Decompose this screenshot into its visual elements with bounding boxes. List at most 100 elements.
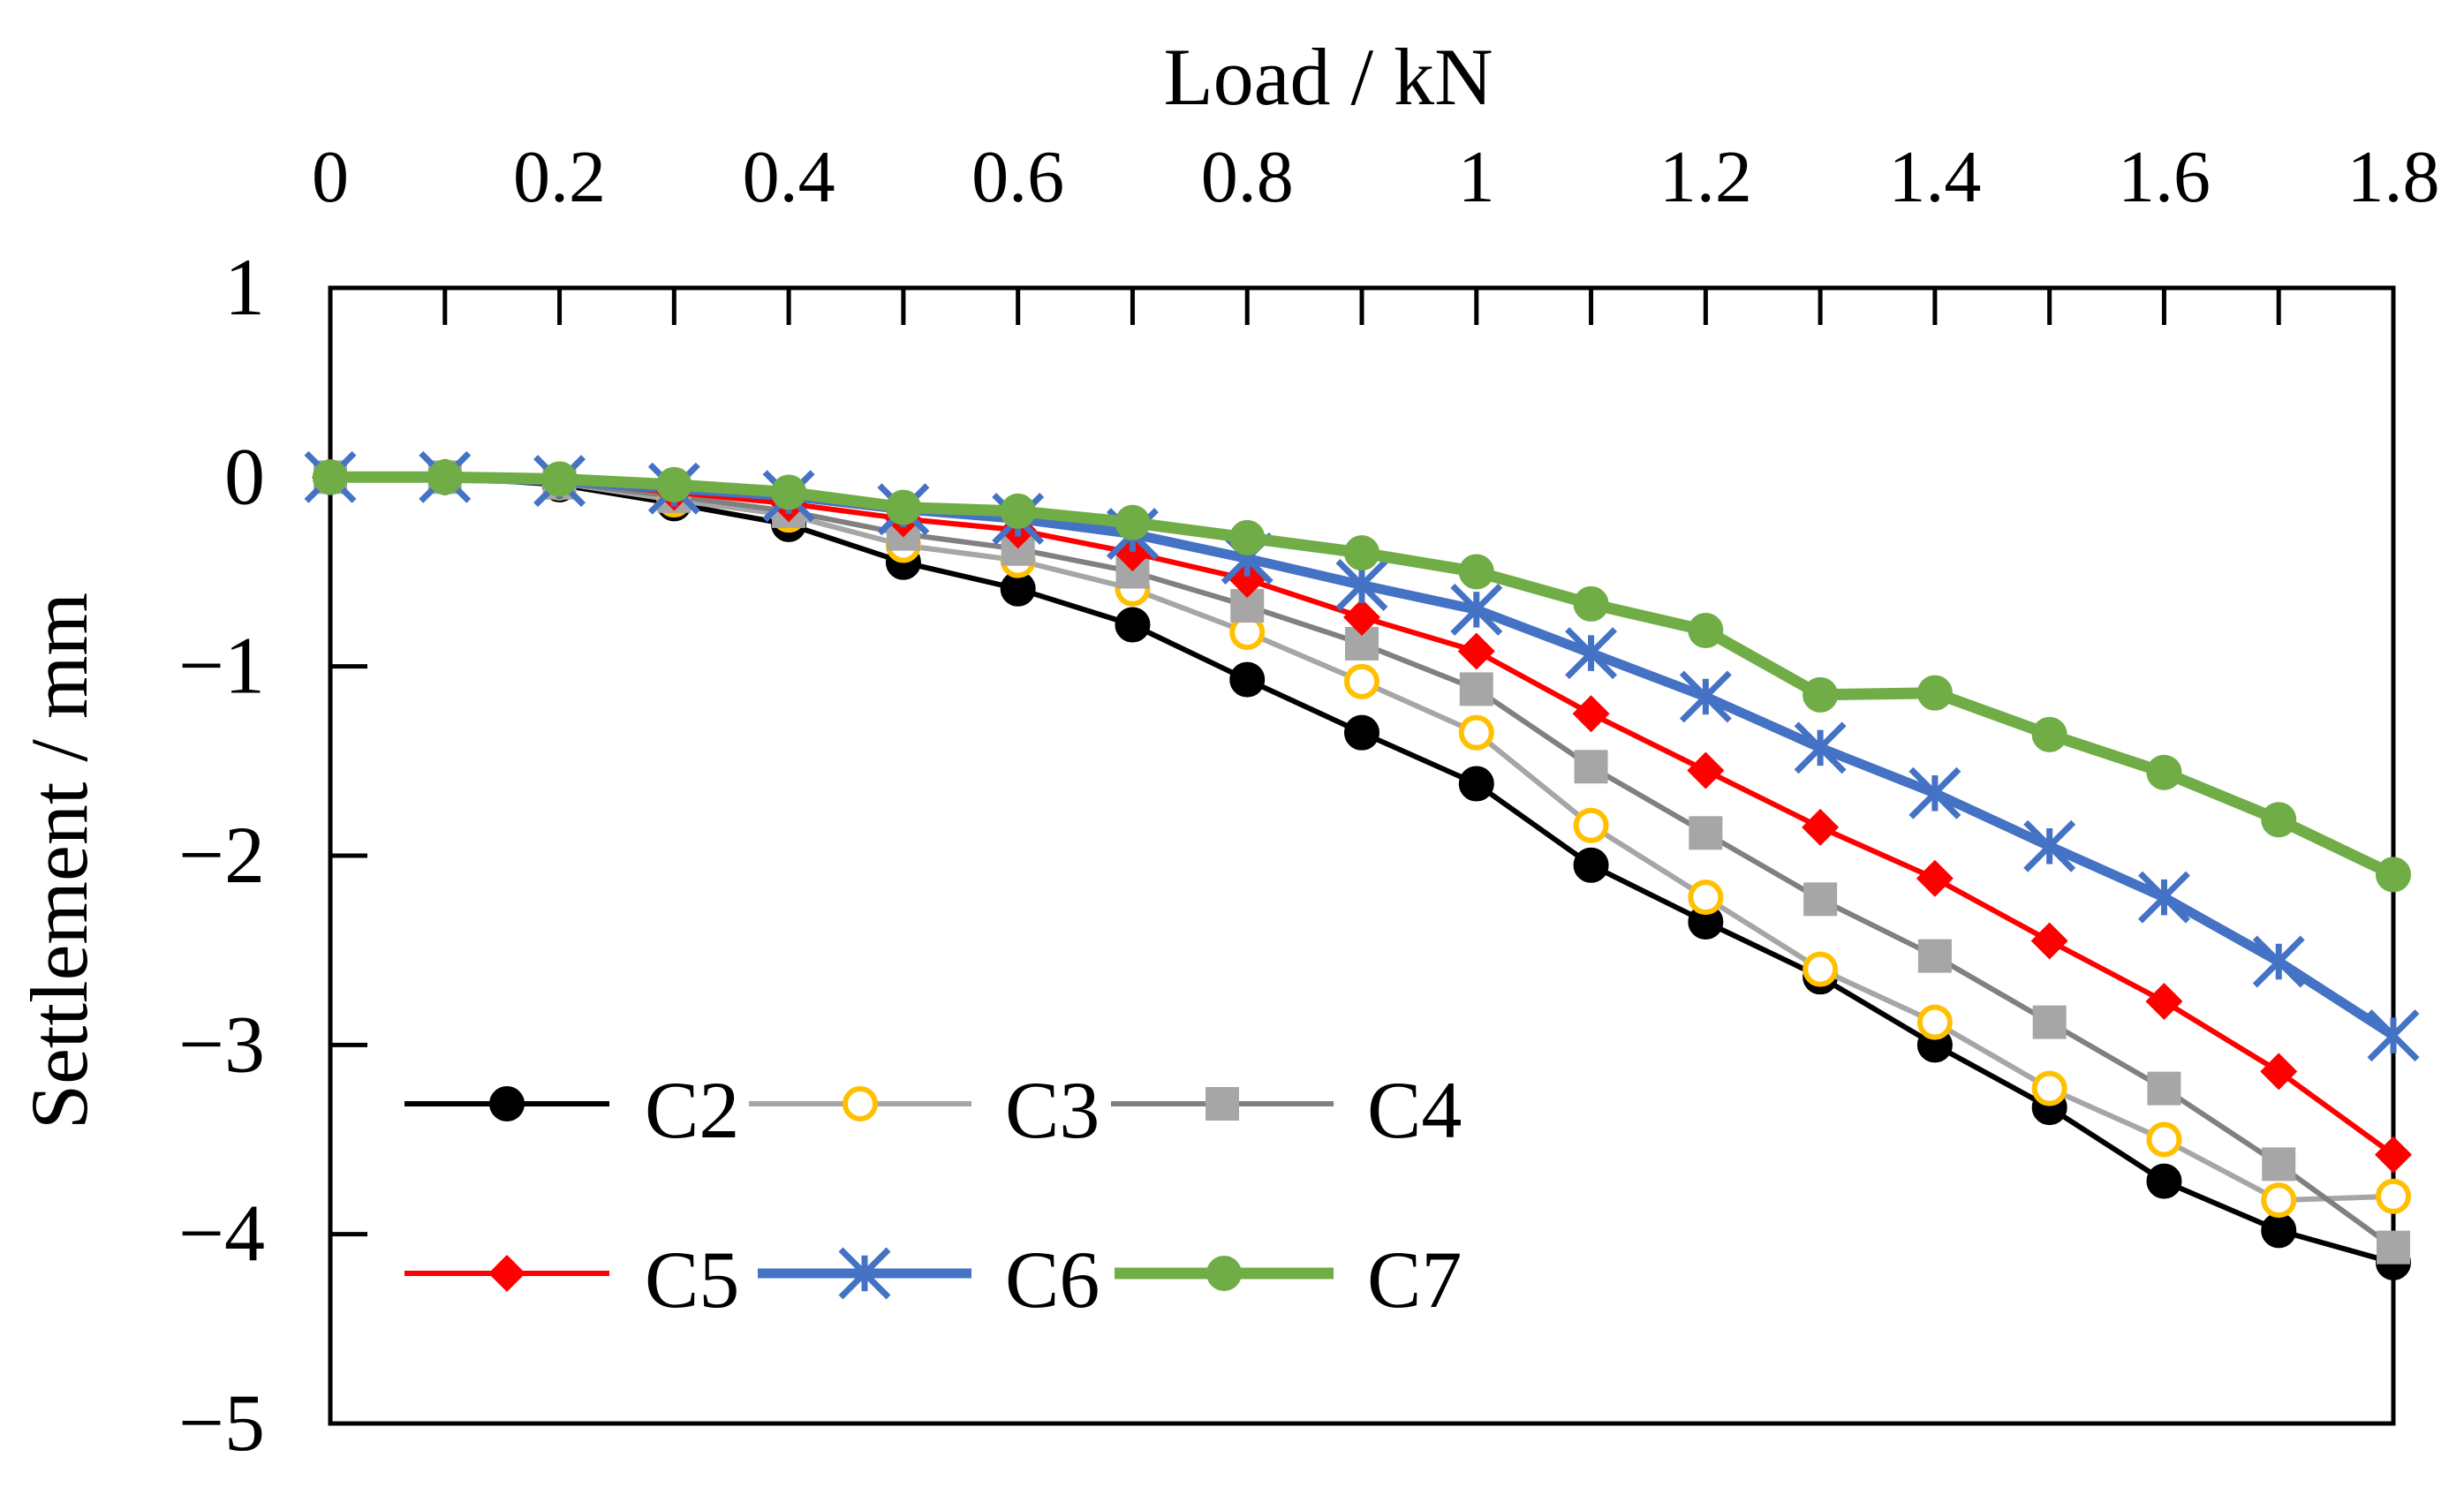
series-lines [304, 450, 2420, 1280]
legend: C2 C3 C4 C5 C6 C7 [404, 1065, 1462, 1325]
data-point-c4 [2147, 1071, 2181, 1106]
y-tick-label: 0 [224, 431, 265, 521]
data-point-c7 [1115, 504, 1151, 540]
data-point-c4 [2262, 1147, 2296, 1182]
data-point-c3 [2376, 1178, 2411, 1214]
data-point-c6 [1335, 559, 1388, 611]
data-point-c7 [656, 466, 692, 502]
data-point-c6 [1450, 583, 1503, 636]
legend-marker-c6 [838, 1247, 891, 1300]
legend-marker-c3 [843, 1086, 878, 1121]
data-point-c6 [2023, 819, 2076, 872]
data-point-c3 [2031, 1070, 2067, 1106]
data-point-c4 [2032, 1005, 2067, 1039]
data-point-c2 [1344, 714, 1379, 751]
data-point-c7 [313, 459, 348, 495]
y-tick-label: −4 [178, 1189, 265, 1279]
data-point-c5 [1687, 751, 1725, 789]
data-point-c4 [1803, 882, 1838, 917]
x-tick-label: 1.8 [2347, 136, 2440, 218]
data-point-c6 [2252, 935, 2305, 988]
data-point-c7 [1000, 493, 1036, 529]
y-tick-label: −3 [178, 999, 265, 1089]
x-tick-label: 1.6 [2118, 136, 2211, 218]
data-point-c4 [1459, 672, 1493, 706]
legend-label-c4: C4 [1367, 1065, 1462, 1155]
data-point-c7 [1688, 612, 1724, 648]
data-point-c3 [2146, 1121, 2182, 1158]
x-tick-label: 0.2 [513, 136, 606, 218]
data-point-c7 [885, 489, 921, 525]
data-point-c7 [1916, 675, 1953, 711]
data-point-c7 [2031, 716, 2067, 752]
y-tick-label: −2 [178, 810, 265, 900]
data-point-c6 [2367, 1009, 2420, 1062]
data-point-c3 [1344, 663, 1379, 699]
axes: 0 0.2 0.4 0.6 0.8 1 1.2 1.4 1.6 1.810−1−2−3−4−5 [178, 136, 2439, 1468]
data-point-c7 [1573, 585, 1609, 622]
y-tick-label: −5 [178, 1378, 265, 1468]
data-point-c7 [1803, 676, 1839, 713]
legend-item-c2: C2 [404, 1065, 739, 1155]
data-point-c3 [2261, 1182, 2297, 1219]
data-point-c3 [1688, 880, 1724, 916]
legend-item-c6: C6 [758, 1235, 1100, 1325]
data-point-c4 [1917, 939, 1952, 973]
x-tick-label: 0.4 [743, 136, 835, 218]
data-point-c4 [1689, 816, 1723, 850]
y-axis-title: Settlement / mm [14, 593, 104, 1129]
data-point-c7 [2146, 754, 2182, 790]
data-point-c7 [2376, 857, 2411, 893]
data-point-c7 [1344, 535, 1379, 571]
data-point-c4 [1574, 750, 1608, 784]
data-point-c5 [1343, 598, 1380, 636]
data-point-c5 [1572, 695, 1610, 733]
data-point-c7 [427, 459, 463, 495]
y-tick-label: 1 [224, 242, 265, 332]
legend-label-c5: C5 [645, 1235, 739, 1325]
x-axis-title: Load / kN [1163, 32, 1493, 122]
data-point-c5 [2030, 922, 2068, 960]
data-point-c2 [1573, 847, 1609, 883]
data-point-c5 [2145, 983, 2183, 1021]
data-point-c7 [1458, 554, 1494, 590]
x-tick-label: 1.2 [1659, 136, 1752, 218]
data-point-c7 [771, 474, 807, 510]
data-point-c5 [1802, 808, 1840, 846]
data-point-c2 [2146, 1163, 2182, 1199]
data-point-c5 [2260, 1053, 2298, 1091]
legend-label-c2: C2 [645, 1065, 739, 1155]
legend-item-c3: C3 [749, 1065, 1100, 1155]
legend-marker-c4 [1206, 1087, 1239, 1121]
legend-marker-c7 [1206, 1256, 1242, 1291]
legend-item-c5: C5 [404, 1235, 739, 1325]
data-point-c5 [1916, 859, 1954, 897]
series-c7 [313, 459, 2411, 893]
legend-label-c7: C7 [1367, 1235, 1462, 1325]
x-tick-label: 0.6 [971, 136, 1064, 218]
data-point-c2 [1115, 607, 1151, 643]
data-point-c5 [1457, 632, 1495, 670]
data-point-c6 [2137, 871, 2190, 924]
legend-item-c7: C7 [1115, 1235, 1462, 1325]
data-point-c3 [1573, 807, 1609, 843]
legend-marker-c5 [488, 1255, 525, 1292]
data-point-c7 [541, 461, 578, 497]
data-point-c3 [1916, 1004, 1953, 1040]
data-point-c6 [1794, 721, 1847, 774]
data-point-c2 [1458, 766, 1494, 802]
data-point-c2 [1229, 661, 1266, 698]
data-point-c3 [1803, 951, 1839, 987]
data-point-c2 [2261, 1212, 2297, 1249]
y-tick-label: −1 [178, 621, 265, 711]
data-point-c6 [1679, 670, 1732, 723]
legend-label-c6: C6 [1005, 1235, 1100, 1325]
x-tick-label: 1 [1458, 136, 1495, 218]
x-tick-label: 0 [312, 136, 349, 218]
x-tick-label: 0.8 [1201, 136, 1294, 218]
x-tick-label: 1.4 [1888, 136, 1981, 218]
legend-label-c3: C3 [1005, 1065, 1100, 1155]
data-point-c7 [2261, 802, 2297, 838]
